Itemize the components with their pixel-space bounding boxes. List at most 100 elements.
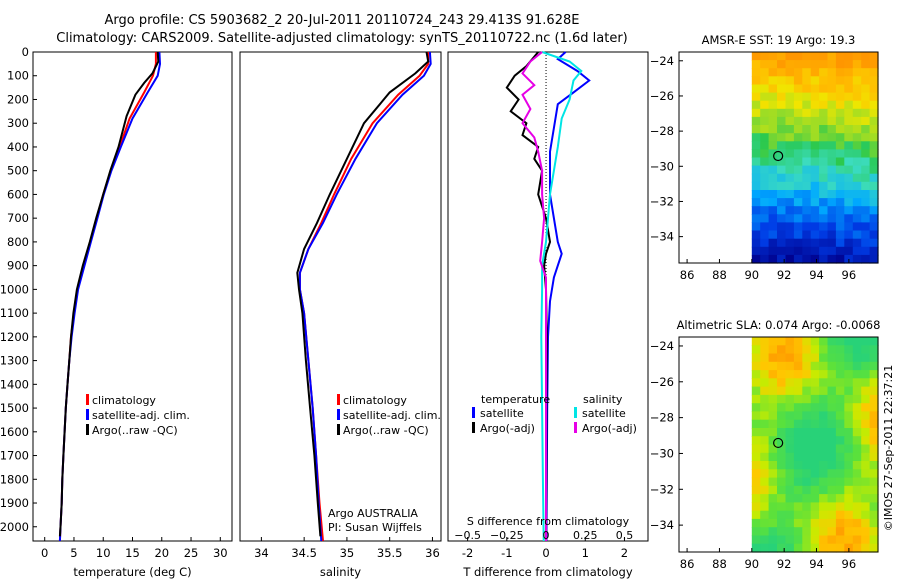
sst-lat-tick-label: −24 [650, 54, 674, 68]
sla-field-cell [785, 428, 795, 437]
sst-field-cell [760, 116, 770, 126]
sst-field-cell [852, 246, 862, 256]
temperature-x-tick-label: 20 [154, 546, 169, 560]
sst-field-cell [844, 149, 854, 159]
depth-tick-label: 1900 [0, 496, 29, 510]
sst-field-cell [861, 100, 871, 110]
sst-field-cell [844, 246, 854, 256]
sst-field-cell [827, 173, 837, 183]
sla-field-cell [810, 485, 820, 495]
sla-field-cell [819, 436, 829, 446]
sla-field-cell [827, 494, 837, 503]
sla-field-cell [827, 477, 837, 487]
sla-field-cell [861, 502, 871, 512]
sst-field-cell [861, 206, 871, 215]
sla-field-cell [802, 485, 812, 495]
sst-field-cell [793, 125, 803, 134]
sla-field-cell [785, 378, 795, 388]
temperature-x-tick-label: 25 [184, 546, 199, 560]
sst-field-cell [777, 125, 786, 134]
sst-field-cell [768, 100, 778, 110]
sst-field-cell [785, 100, 795, 110]
sla-field-cell [844, 419, 854, 429]
sst-field-cell [852, 230, 862, 240]
sla-field-cell [810, 345, 820, 355]
sst-field-cell [768, 141, 778, 150]
sst-field-cell [844, 108, 854, 118]
sst-field-cell [760, 214, 770, 223]
sst-field-cell [835, 116, 845, 126]
sla-field-cell [861, 527, 871, 537]
sla-field-cell [869, 394, 879, 404]
sst-field-cell [835, 230, 845, 240]
sla-field-cell [835, 494, 845, 503]
sst-field-cell [760, 238, 770, 248]
sla-field-cell [810, 477, 820, 487]
sla-field-cell [751, 510, 761, 520]
sst-field-cell [760, 84, 770, 94]
sla-lon-tick-label: 88 [712, 557, 727, 571]
sst-field-cell [785, 246, 795, 256]
sst-field-cell [810, 222, 820, 232]
sla-field-cell [777, 436, 786, 446]
sla-field-cell [861, 518, 871, 528]
sst-field-cell [819, 60, 829, 69]
sst-field-cell [777, 133, 786, 142]
sst-field-cell [835, 125, 845, 134]
sst-field-cell [802, 76, 812, 85]
temperature-x-tick-label: 0 [41, 546, 48, 560]
sla-field-cell [751, 394, 761, 404]
sla-field-cell [827, 485, 837, 495]
sla-field-cell [793, 485, 803, 495]
sla-field-cell [785, 361, 795, 371]
sst-field-cell [869, 230, 879, 240]
sst-field-cell [785, 68, 795, 77]
sst-field-cell [827, 165, 837, 175]
diff-legend-salinity-swatch [574, 422, 577, 433]
temperature-legend-swatch [86, 424, 89, 435]
sst-field-cell [751, 157, 761, 167]
sst-field-cell [819, 84, 829, 94]
sst-field-cell [768, 206, 778, 215]
sla-field-cell [827, 378, 837, 388]
sst-field-cell [802, 222, 812, 232]
sst-field-cell [810, 165, 820, 175]
sst-field-cell [785, 149, 795, 159]
sst-field-cell [810, 133, 820, 142]
sla-field-cell [802, 403, 812, 413]
sst-field-cell [751, 254, 761, 264]
sst-field-cell [793, 165, 803, 175]
sla-field-cell [777, 370, 786, 379]
diff-legend-temperature-swatch [472, 422, 475, 433]
sst-field-cell [869, 181, 879, 191]
sla-field-cell [869, 353, 879, 363]
sla-field-cell [760, 469, 770, 479]
sst-field-cell [869, 100, 879, 110]
sst-field-cell [768, 230, 778, 240]
sla-field-cell [869, 370, 879, 379]
sla-field-cell [835, 535, 845, 545]
sla-field-cell [844, 452, 854, 462]
sla-field-cell [810, 452, 820, 462]
sst-field-cell [785, 238, 795, 248]
sla-field-cell [760, 452, 770, 462]
sla-field-cell [835, 485, 845, 495]
sst-field-cell [844, 100, 854, 110]
sst-field-cell [861, 238, 871, 248]
sst-field-cell [827, 68, 837, 77]
sla-field-cell [852, 518, 862, 528]
sst-field-cell [819, 133, 829, 142]
sla-field-cell [835, 452, 845, 462]
temperature-legend-swatch [86, 394, 89, 405]
sla-field-cell [802, 477, 812, 487]
sst-field-cell [819, 190, 829, 199]
sla-field-cell [869, 461, 879, 470]
sla-field-cell [777, 394, 786, 404]
sst-field-cell [810, 206, 820, 215]
sla-field-cell [810, 444, 820, 454]
sst-field-cell [827, 92, 837, 102]
figure-title-line1: Argo profile: CS 5903682_2 20-Jul-2011 2… [105, 13, 580, 28]
sla-field-cell [819, 444, 829, 454]
difference-series-line [545, 51, 591, 542]
sst-field-cell [827, 198, 837, 207]
